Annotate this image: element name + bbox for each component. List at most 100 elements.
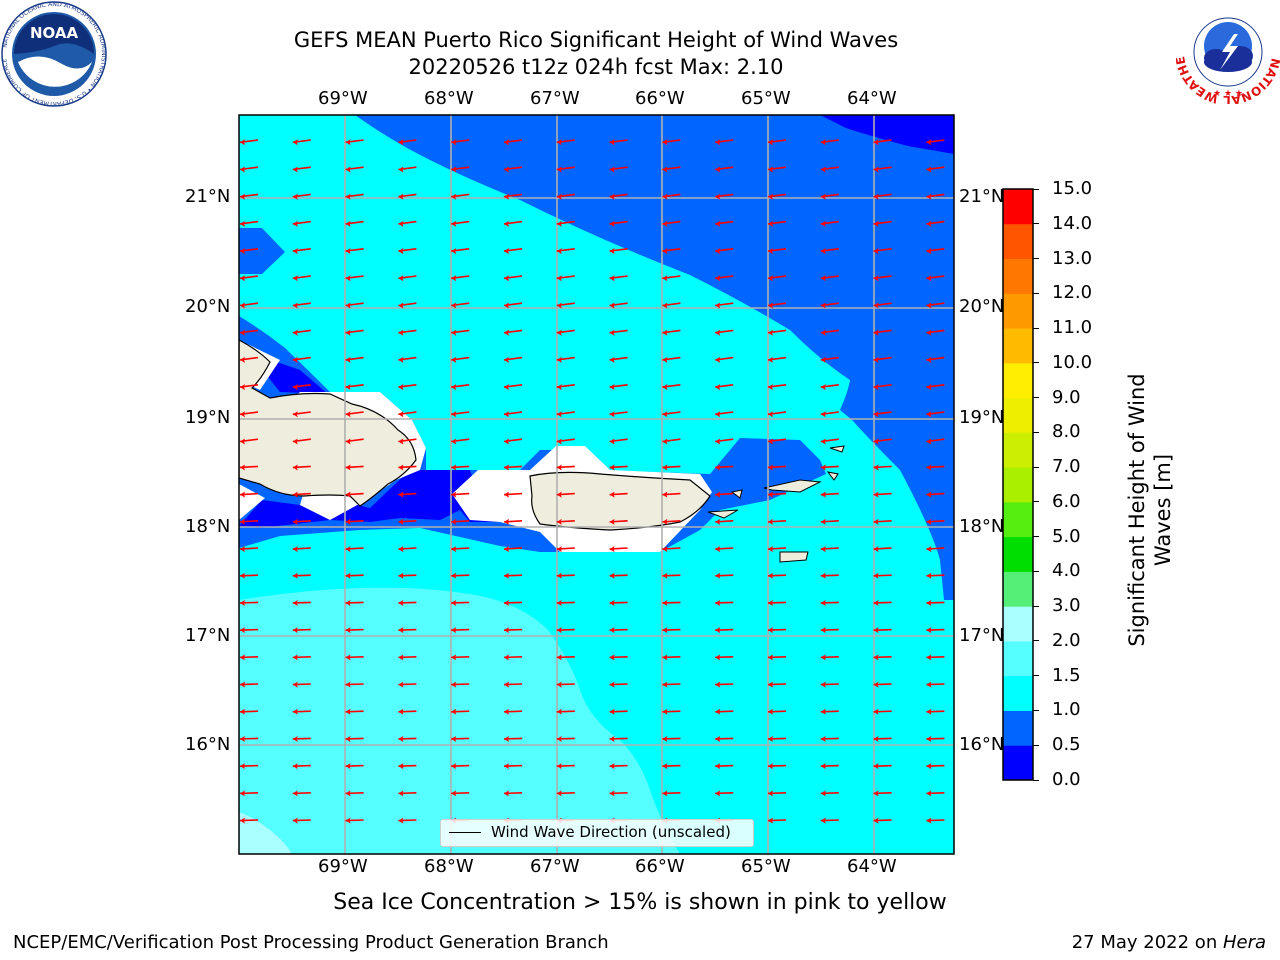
lat-label-right: 17°N: [959, 625, 1005, 646]
wave-direction-arrow: [820, 193, 839, 200]
wave-direction-arrow: [926, 681, 945, 688]
wave-direction-arrow: [503, 139, 523, 146]
wave-direction-arrow: [926, 572, 945, 579]
wave-direction-arrow: [767, 491, 787, 498]
wave-direction-arrow: [715, 329, 734, 336]
wave-direction-arrow: [873, 817, 892, 824]
map-gridlines: [239, 115, 954, 854]
wave-direction-arrow: [926, 817, 945, 824]
wave-direction-arrow: [820, 166, 839, 173]
puerto-rico-land: [529, 471, 711, 531]
wave-direction-arrow: [345, 627, 364, 634]
colorbar-band: [1003, 501, 1033, 538]
lon-label-top: 64°W: [847, 88, 897, 109]
lat-label-left: 21°N: [185, 186, 231, 207]
lon-label-bottom: 64°W: [847, 856, 897, 877]
colorbar-tick-label: 0.0: [1052, 769, 1081, 790]
wave-direction-arrow: [451, 572, 470, 579]
wave-direction-arrow: [345, 329, 364, 336]
colorbar-label: Significant Height of Wind Waves [m]: [1124, 360, 1176, 660]
colorbar-tick-label: 8.0: [1052, 421, 1081, 443]
wave-direction-arrow: [609, 681, 628, 688]
wave-direction-arrow: [292, 220, 311, 227]
wave-direction-arrow: [398, 248, 417, 255]
wave-direction-arrow: [503, 654, 523, 661]
wave-direction-arrow: [820, 735, 839, 742]
wave-direction-arrow: [239, 384, 259, 391]
wave-direction-arrow: [451, 275, 470, 282]
wave-direction-arrow: [715, 464, 734, 471]
wave-direction-arrow: [556, 491, 575, 498]
wave-direction-arrow: [451, 627, 470, 634]
wave-direction-arrow: [609, 248, 628, 255]
wave-direction-arrow: [609, 491, 628, 498]
wave-direction-arrow: [715, 735, 734, 742]
wave-direction-arrow: [662, 166, 681, 173]
wave-direction-arrow: [451, 546, 470, 553]
wave-direction-arrow: [292, 518, 311, 525]
wave-direction-arrow: [345, 356, 364, 363]
wave-direction-arrow: [662, 572, 681, 579]
wave-direction-arrow: [926, 193, 945, 200]
wave-direction-arrow: [451, 681, 470, 688]
wave-direction-arrow: [239, 518, 259, 525]
wave-direction-arrow: [820, 599, 839, 606]
wave-direction-arrow: [239, 572, 259, 579]
wave-direction-arrow: [451, 384, 470, 391]
wave-direction-arrow: [398, 329, 417, 336]
wave-direction-arrow: [662, 248, 681, 255]
wave-direction-arrow: [820, 329, 839, 336]
wave-direction-arrow: [767, 384, 787, 391]
wave-direction-arrow: [556, 627, 575, 634]
wave-direction-arrow: [451, 491, 470, 498]
wave-direction-arrow: [345, 275, 364, 282]
contour-0.5-1.0-north: [355, 115, 954, 600]
colorbar-tick-label: 6.0: [1052, 490, 1081, 512]
colorbar-tick-label: 4.0: [1052, 560, 1081, 582]
lat-label-right: 21°N: [959, 186, 1005, 207]
wave-direction-arrow: [292, 329, 311, 336]
wave-direction-arrow: [767, 681, 787, 688]
wave-direction-arrow: [239, 302, 259, 309]
noaa-logo: NOAA NATIONAL OCEANIC AND ATMOSPHERIC AD…: [1, 1, 107, 107]
wave-direction-arrow: [503, 464, 523, 471]
wave-direction-arrow: [662, 627, 681, 634]
wave-direction-arrow: [767, 166, 787, 173]
contour-2.0-3.0-sw: [239, 812, 292, 854]
wave-direction-arrow: [609, 329, 628, 336]
wave-direction-arrow: [398, 817, 417, 824]
wave-direction-arrow: [873, 546, 892, 553]
wave-direction-arrow: [873, 681, 892, 688]
wave-direction-arrow: [926, 464, 945, 471]
wave-direction-arrow: [662, 546, 681, 553]
wave-direction-arrow: [715, 708, 734, 715]
wave-direction-arrow: [503, 681, 523, 688]
wave-direction-arrow: [926, 735, 945, 742]
wave-direction-arrow: [609, 572, 628, 579]
colorbar-tick-label: 0.5: [1052, 734, 1081, 756]
wave-direction-arrow: [345, 193, 364, 200]
wave-direction-arrow: [503, 518, 523, 525]
wave-direction-arrow: [609, 763, 628, 770]
wave-direction-arrow: [926, 248, 945, 255]
wave-direction-arrow: [556, 139, 575, 146]
wave-direction-arrow: [820, 654, 839, 661]
wave-direction-arrow: [715, 790, 734, 797]
wave-direction-arrow: [820, 275, 839, 282]
lon-label-bottom: 65°W: [741, 856, 791, 877]
wave-direction-arrow: [873, 654, 892, 661]
wave-direction-arrow: [292, 708, 311, 715]
colorbar-tick-mark: [1033, 258, 1039, 260]
wave-height-field: [239, 115, 954, 854]
wave-direction-arrow: [556, 384, 575, 391]
wave-direction-arrow: [345, 248, 364, 255]
wave-direction-arrow: [715, 491, 734, 498]
wave-direction-arrow: [239, 248, 259, 255]
wave-direction-arrow: [767, 139, 787, 146]
wave-direction-arrow: [451, 654, 470, 661]
chart-title: GEFS MEAN Puerto Rico Significant Height…: [293, 28, 899, 52]
wave-direction-arrow: [715, 411, 734, 418]
wave-direction-arrow: [767, 275, 787, 282]
wave-direction-arrow: [609, 518, 628, 525]
wave-direction-arrow: [556, 763, 575, 770]
